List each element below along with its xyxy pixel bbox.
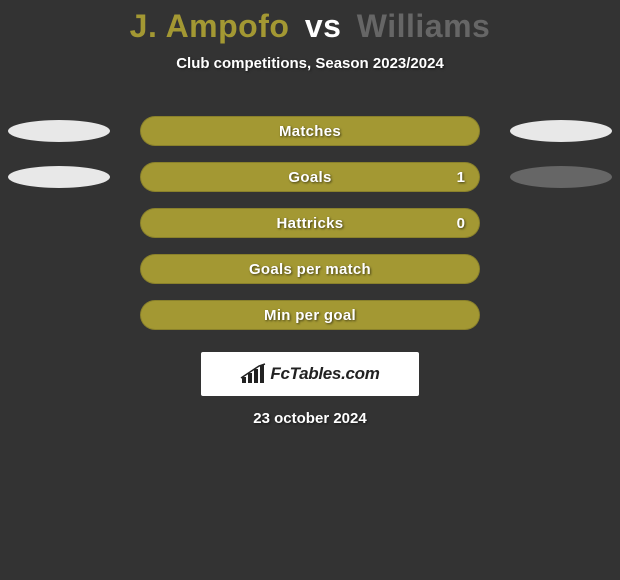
stat-row: Min per goal — [0, 298, 620, 344]
subtitle: Club competitions, Season 2023/2024 — [0, 55, 620, 72]
date-label: 23 october 2024 — [0, 410, 620, 427]
bar-chart-icon — [240, 363, 266, 385]
vs-separator: vs — [305, 8, 342, 44]
stat-label: Matches — [279, 123, 341, 140]
stat-value: 1 — [457, 163, 465, 193]
badge-text: FcTables.com — [270, 364, 379, 384]
player1-name: J. Ampofo — [130, 8, 290, 44]
stat-row: Matches — [0, 114, 620, 160]
source-badge: FcTables.com — [201, 352, 419, 396]
player1-ellipse — [8, 166, 110, 188]
stat-row: Goals per match — [0, 252, 620, 298]
stat-bar: Matches — [140, 116, 480, 146]
player2-name: Williams — [357, 8, 491, 44]
stat-label: Min per goal — [264, 307, 356, 324]
comparison-title: J. Ampofo vs Williams — [0, 0, 620, 45]
stat-bar: Min per goal — [140, 300, 480, 330]
stat-label: Goals — [288, 169, 331, 186]
stat-value: 0 — [457, 209, 465, 239]
stat-bar: Goals per match — [140, 254, 480, 284]
stat-bar: Goals 1 — [140, 162, 480, 192]
stat-label: Goals per match — [249, 261, 371, 278]
player2-ellipse — [510, 120, 612, 142]
stat-row: Hattricks 0 — [0, 206, 620, 252]
player1-ellipse — [8, 120, 110, 142]
stat-row: Goals 1 — [0, 160, 620, 206]
stat-label: Hattricks — [277, 215, 344, 232]
stat-bar: Hattricks 0 — [140, 208, 480, 238]
player2-ellipse — [510, 166, 612, 188]
stat-rows: Matches Goals 1 Hattricks 0 Goals per match Mi… — [0, 114, 620, 344]
